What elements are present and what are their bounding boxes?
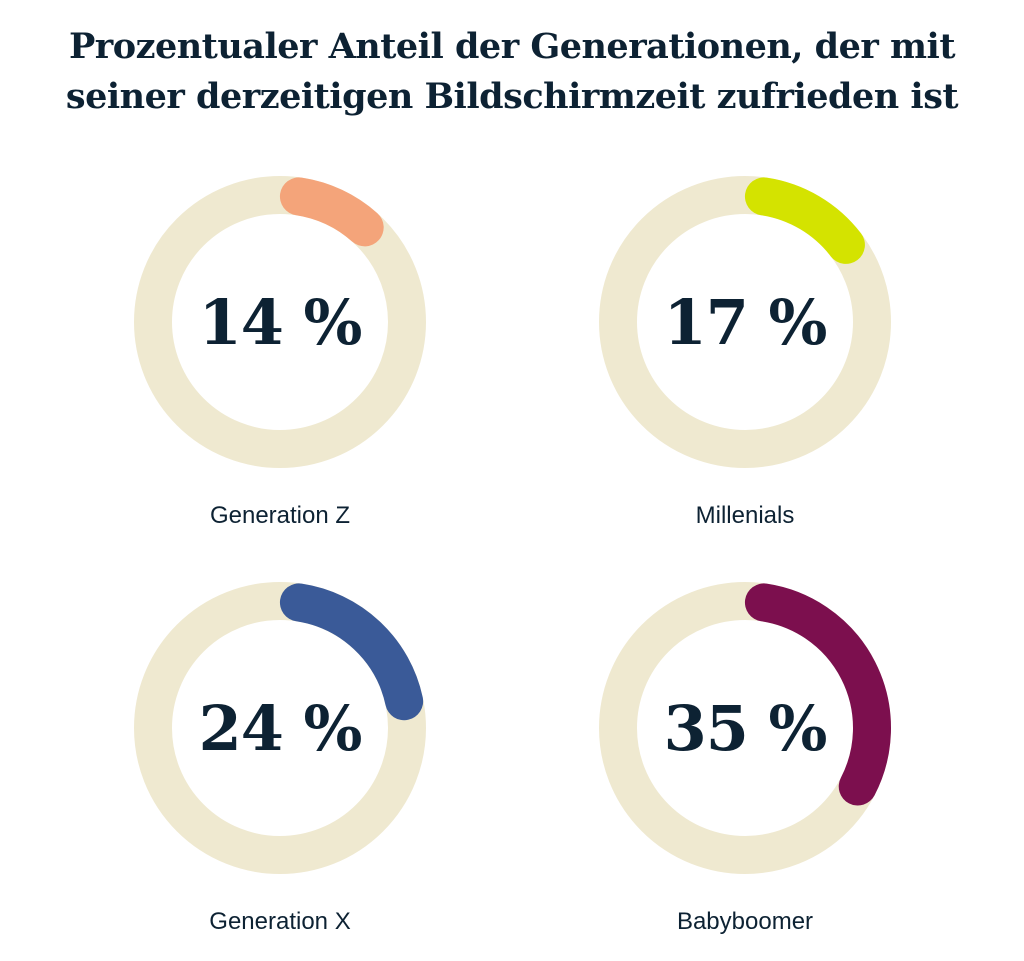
category-label-generation-z: Generation Z bbox=[210, 502, 350, 529]
donut-arc-generation-z bbox=[279, 177, 384, 247]
donut-arc-generation-x bbox=[279, 583, 424, 721]
value-label-generation-x: 24 % bbox=[199, 692, 362, 765]
category-label-babyboomer: Babyboomer bbox=[677, 908, 813, 935]
donut-arc-babyboomer bbox=[744, 583, 891, 806]
donut-arc-millenials bbox=[744, 177, 865, 264]
chart-title: Prozentualer Anteil der Generationen, de… bbox=[0, 22, 1024, 122]
chart-title-line-1: Prozentualer Anteil der Generationen, de… bbox=[68, 26, 956, 67]
chart-title-line-2: seiner derzeitigen Bildschirmzeit zufrie… bbox=[65, 76, 959, 117]
category-label-generation-x: Generation X bbox=[209, 908, 350, 935]
value-label-babyboomer: 35 % bbox=[664, 692, 827, 765]
category-label-millenials: Millenials bbox=[696, 502, 795, 529]
value-label-millenials: 17 % bbox=[664, 286, 827, 359]
value-label-generation-z: 14 % bbox=[199, 286, 362, 359]
